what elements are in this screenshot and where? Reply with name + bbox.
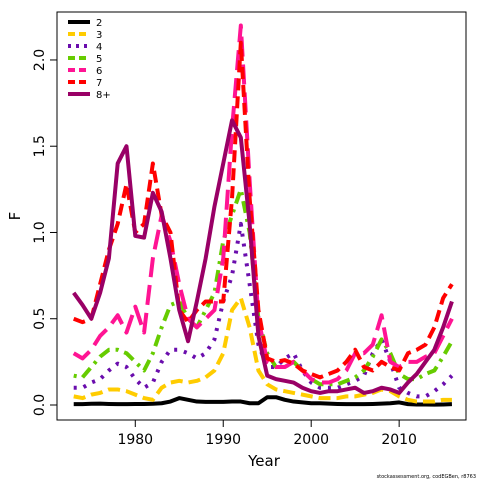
legend-label: 4 [96,42,102,53]
x-tick-label: 2000 [293,432,329,448]
series-line [73,187,454,387]
plot-box [56,11,467,421]
y-tick-label: 0.0 [32,394,48,416]
legend-label: 2 [96,18,102,29]
legend-label: 3 [96,30,102,41]
y-axis-label: F [6,212,24,221]
y-tick-label: 1.5 [32,135,48,157]
legend-label: 6 [96,66,102,77]
legend-label: 5 [96,54,102,65]
y-tick-label: 2.0 [32,49,48,71]
x-tick-label: 1990 [205,432,241,448]
legend-label: 7 [96,78,102,89]
series-line [72,118,454,395]
series-line [73,395,453,407]
x-axis-label: Year [247,452,281,470]
y-tick-label: 0.5 [32,308,48,330]
series-line [72,23,454,385]
legend-label: 8+ [96,90,111,101]
x-tick-label: 2010 [381,432,417,448]
footnote: stockassessment.org, codEGBen, r8763 [377,474,476,480]
series-line [73,296,452,404]
x-tick-label: 1980 [117,432,153,448]
y-tick-label: 1.0 [32,221,48,243]
